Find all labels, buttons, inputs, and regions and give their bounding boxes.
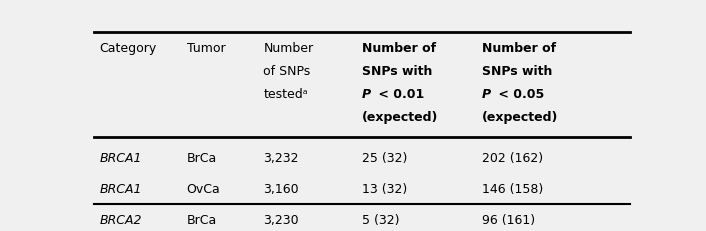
- Text: BrCa: BrCa: [186, 152, 217, 165]
- Text: SNPs with: SNPs with: [482, 65, 553, 78]
- Text: testedᵃ: testedᵃ: [263, 88, 308, 101]
- Text: BRCA2: BRCA2: [99, 214, 142, 228]
- Text: OvCa: OvCa: [186, 183, 220, 196]
- Text: 3,230: 3,230: [263, 214, 299, 228]
- Text: Number of: Number of: [482, 42, 556, 55]
- Text: 96 (161): 96 (161): [482, 214, 535, 228]
- Text: 202 (162): 202 (162): [482, 152, 544, 165]
- Text: 5 (32): 5 (32): [361, 214, 400, 228]
- Text: of SNPs: of SNPs: [263, 65, 311, 78]
- Text: BrCa: BrCa: [186, 214, 217, 228]
- Text: < 0.05: < 0.05: [494, 88, 544, 101]
- Text: P: P: [482, 88, 491, 101]
- Text: (expected): (expected): [482, 111, 558, 124]
- Text: 25 (32): 25 (32): [361, 152, 407, 165]
- Text: Tumor: Tumor: [186, 42, 225, 55]
- Text: Category: Category: [99, 42, 157, 55]
- Text: BRCA1: BRCA1: [99, 183, 142, 196]
- Text: BRCA1: BRCA1: [99, 152, 142, 165]
- Text: Number: Number: [263, 42, 313, 55]
- Text: Number of: Number of: [361, 42, 436, 55]
- Text: (expected): (expected): [361, 111, 438, 124]
- Text: 3,160: 3,160: [263, 183, 299, 196]
- Text: 13 (32): 13 (32): [361, 183, 407, 196]
- Text: 146 (158): 146 (158): [482, 183, 544, 196]
- Text: P: P: [361, 88, 371, 101]
- Text: SNPs with: SNPs with: [361, 65, 432, 78]
- Text: < 0.01: < 0.01: [374, 88, 424, 101]
- Text: 3,232: 3,232: [263, 152, 299, 165]
